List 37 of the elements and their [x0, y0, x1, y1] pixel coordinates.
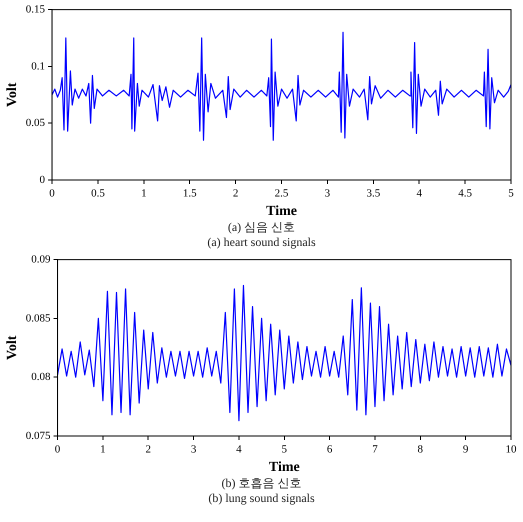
- text: (a) heart sound signals: [206, 235, 317, 250]
- x-tick-label: 6: [326, 443, 333, 456]
- x-tick-label: 4: [236, 443, 242, 456]
- x-tick-label: 9: [462, 443, 469, 456]
- x-tick-label: 3.5: [366, 187, 381, 200]
- x-tick-label: 0.5: [91, 187, 106, 200]
- y-tick-label: 0.075: [26, 430, 52, 442]
- x-axis-title: Time: [266, 204, 297, 220]
- y-axis-title: Volt: [5, 335, 20, 360]
- x-tick-label: 5: [282, 443, 288, 456]
- x-axis-title: Time: [268, 460, 300, 476]
- x-tick-label: 2: [232, 187, 238, 200]
- x-tick-label: 10: [506, 443, 517, 456]
- x-tick-label: 2: [145, 443, 151, 456]
- x-tick-label: 4: [416, 187, 422, 200]
- x-tick-label: 1: [141, 187, 147, 200]
- x-tick-label: 4.5: [458, 187, 472, 200]
- text: (a) 심음 신호: [226, 220, 296, 235]
- x-tick-label: 2.5: [274, 187, 289, 200]
- text: (b) lung sound signals: [207, 491, 316, 506]
- y-tick-label: 0: [40, 174, 46, 186]
- y-tick-label: 0.08: [31, 371, 52, 384]
- x-tick-label: 8: [418, 443, 424, 456]
- x-tick-label: 1.5: [182, 187, 198, 200]
- text: (b) 호흡음 신호: [220, 476, 302, 491]
- y-tick-label: 0.085: [26, 312, 52, 324]
- y-tick-label: 0.05: [26, 117, 46, 130]
- x-tick-label: 3: [324, 187, 331, 200]
- y-tick-label: 0.09: [31, 253, 52, 266]
- x-tick-label: 0: [54, 443, 61, 456]
- y-axis-title: Volt: [5, 82, 20, 107]
- x-tick-label: 3: [190, 443, 197, 456]
- y-tick-label: 0.15: [26, 3, 46, 16]
- y-tick-label: 0.1: [31, 60, 46, 72]
- x-tick-label: 1: [100, 443, 106, 456]
- x-tick-label: 5: [508, 187, 514, 200]
- x-tick-label: 7: [372, 443, 378, 456]
